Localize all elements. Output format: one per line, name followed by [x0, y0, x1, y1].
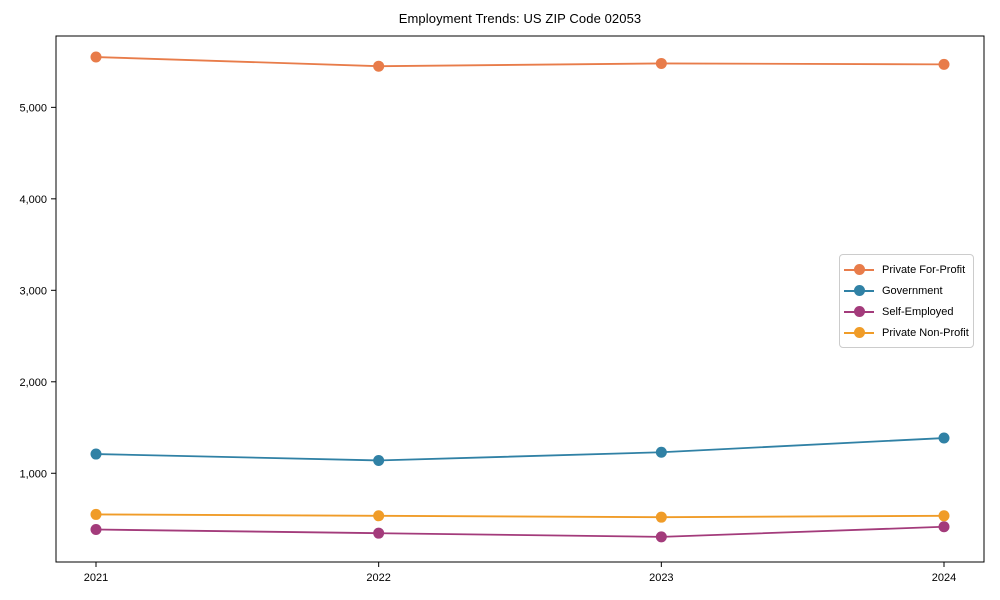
y-axis-tick-label: 4,000	[19, 194, 47, 206]
legend-item-government: Government	[844, 280, 965, 301]
data-point-private-for-profit	[90, 51, 102, 63]
legend-label: Private For-Profit	[882, 263, 966, 276]
legend-label: Government	[882, 284, 943, 297]
data-point-self-employed	[938, 521, 950, 533]
data-point-private-non-profit	[655, 511, 667, 523]
data-point-self-employed	[373, 527, 385, 539]
legend-marker-icon	[844, 285, 874, 296]
data-point-private-non-profit	[938, 510, 950, 522]
data-point-private-for-profit	[373, 60, 385, 72]
legend: Private For-Profit Government Self-Employe…	[839, 254, 974, 348]
x-axis-tick-label: 2022	[366, 572, 390, 584]
data-point-private-for-profit	[938, 58, 950, 70]
series-line-government	[95, 437, 945, 462]
series-line-private-non-profit	[95, 513, 945, 519]
legend-item-private-for-profit: Private For-Profit	[844, 259, 965, 280]
legend-marker-icon	[844, 327, 874, 338]
legend-label: Private Non-Profit	[882, 326, 969, 339]
y-axis-tick-label: 1,000	[19, 468, 47, 480]
x-axis-tick-label: 2024	[932, 572, 956, 584]
data-point-government	[373, 454, 385, 466]
legend-item-self-employed: Self-Employed	[844, 301, 965, 322]
plot-border	[55, 35, 985, 563]
legend-label: Self-Employed	[882, 305, 954, 318]
legend-marker-icon	[844, 264, 874, 275]
data-point-private-non-profit	[373, 510, 385, 522]
data-point-government	[655, 446, 667, 458]
x-axis-tick-label: 2021	[84, 572, 108, 584]
data-point-private-non-profit	[90, 508, 102, 520]
data-point-government	[938, 432, 950, 444]
series-line-private-for-profit	[95, 56, 945, 68]
y-axis-tick-label: 5,000	[19, 102, 47, 114]
x-axis-tick-label: 2023	[649, 572, 673, 584]
y-axis-tick-label: 3,000	[19, 285, 47, 297]
y-axis-tick-label: 2,000	[19, 377, 47, 389]
data-point-self-employed	[655, 531, 667, 543]
data-point-government	[90, 448, 102, 460]
data-point-private-for-profit	[655, 57, 667, 69]
chart-title: Employment Trends: US ZIP Code 02053	[398, 11, 642, 26]
legend-item-private-non-profit: Private Non-Profit	[844, 322, 969, 343]
data-point-self-employed	[90, 524, 102, 536]
series-line-self-employed	[95, 525, 945, 538]
legend-marker-icon	[844, 306, 874, 317]
